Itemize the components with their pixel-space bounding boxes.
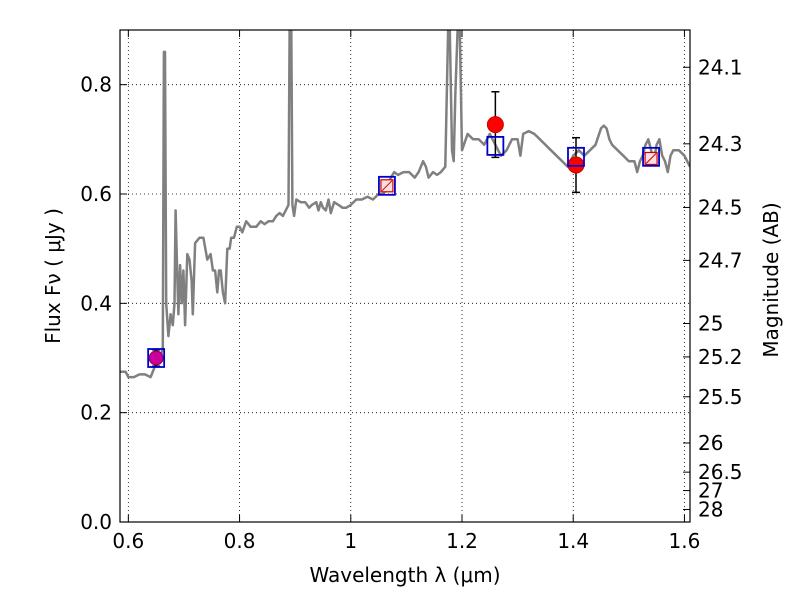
y2-tick-label: 24.3 [698,132,743,156]
y-tick-label: 0.2 [80,401,112,425]
x-tick-label: 0.8 [224,529,256,553]
y2-axis-label: Magnitude (AB) [759,202,783,357]
plot-frame [119,29,691,523]
x-tick-label: 1 [344,529,357,553]
photometry-point-observed [486,116,504,134]
hatch-line [381,180,393,192]
y2-tick-label: 26 [698,431,723,455]
y2-tick-label: 26.5 [698,460,743,484]
model-photometry-square [486,135,505,156]
y-axis-ticks: 0.0 0.2 0.4 0.6 0.8 [80,73,127,534]
y2-tick-label: 24.5 [698,195,743,219]
model-photometry-square [378,175,396,196]
y2-tick-label: 25.5 [698,385,743,409]
y-tick-label: 0.6 [80,182,112,206]
y2-tick-label: 24.1 [698,55,743,79]
x-tick-label: 1.6 [669,529,701,553]
y-tick-label: 0.8 [80,73,112,97]
y2-tick-label: 28 [698,497,723,521]
y2-tick-label: 24.7 [698,248,743,272]
y-axis-label: Flux Fν ( μJy ) [41,208,65,344]
model-photometry-square [642,146,660,167]
hatch-line [645,153,657,164]
x-tick-label: 1.2 [446,529,478,553]
x-tick-label: 0.6 [112,529,144,553]
x-axis-label: Wavelength λ (μm) [309,563,500,587]
y2-tick-label: 25 [698,312,723,336]
y2-tick-label: 25.2 [698,345,743,369]
y2-tick-label: 27 [698,479,723,503]
photometry-point-magenta [148,350,164,366]
model-photometry-square [567,146,585,167]
model-photometry-square [147,348,166,368]
y-tick-label: 0.4 [80,291,112,315]
x-axis-ticks: 0.6 0.8 1 1.2 1.4 1.6 [112,30,700,553]
sed-model-line [120,30,690,379]
plot-content [120,30,690,379]
y-tick-label: 0.0 [80,510,112,534]
x-tick-label: 1.4 [557,529,589,553]
